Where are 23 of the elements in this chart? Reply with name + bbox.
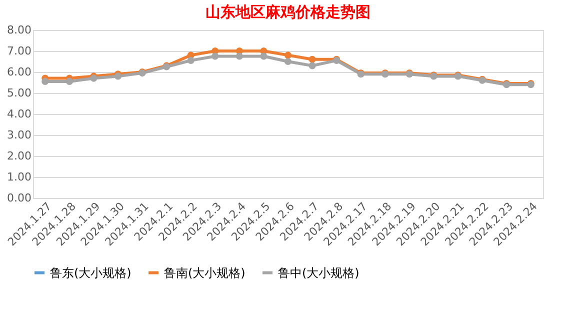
point [308,56,316,63]
point [42,78,49,85]
y-tick-label: 0.00 [7,192,32,204]
point [236,52,243,60]
legend-label: 鲁南(大小规格) [164,266,246,280]
point [308,62,316,70]
y-tick-label: 6.00 [7,66,32,78]
y-tick-label: 7.00 [7,44,32,58]
y-tick-label: 3.00 [7,128,32,142]
chart-title: 山东地区麻鸡价格走势图 [206,3,370,21]
y-tick-label: 5.00 [7,86,32,100]
point [260,52,268,60]
legend-label: 鲁中(大小规格) [278,266,360,280]
point [212,52,219,60]
y-tick-label: 8.00 [7,24,32,36]
point [187,56,194,64]
legend-label: 鲁东(大小规格) [50,266,132,280]
y-tick-label: 4.00 [7,108,32,120]
y-tick-label: 2.00 [7,150,32,162]
point [66,78,73,85]
y-tick-label: 1.00 [7,170,32,184]
point [284,58,292,66]
point [284,52,292,59]
